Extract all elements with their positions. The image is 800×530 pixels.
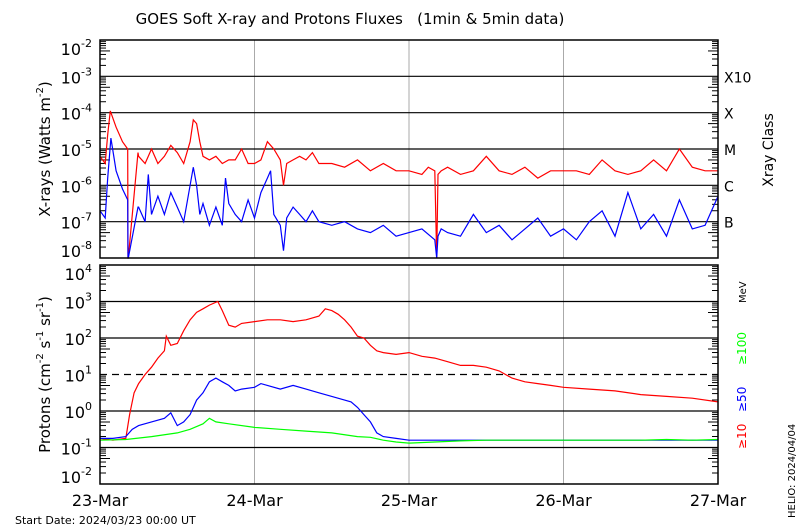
xray-class-label: X xyxy=(724,107,734,123)
y-tick-label: 10-5 xyxy=(61,138,92,160)
series-line-10 xyxy=(99,300,719,441)
series-line-100 xyxy=(99,417,719,444)
legend-unit: MeV xyxy=(738,281,749,303)
y-tick-label: 102 xyxy=(65,327,92,349)
x-tick-label: 23-Mar xyxy=(72,491,129,510)
proton-panel: 104 103 102 101 100 10-1 10-2 Protons (cm-2 s-1… xyxy=(35,262,749,510)
y-tick-label: 10-2 xyxy=(61,37,92,59)
y-tick-label: 101 xyxy=(65,364,92,386)
y-axis-label: X-rays (Watts m-2) xyxy=(35,81,54,216)
start-date: Start Date: 2024/03/23 00:00 UT xyxy=(15,514,196,527)
xray-class-label: M xyxy=(724,143,736,159)
xray-panel: 10-2 10-3 10-4 10-5 10-6 10-7 10-8 X-rays (Watt… xyxy=(35,37,777,261)
xray-class-label: B xyxy=(724,216,734,232)
legend-entry: ≥50 xyxy=(735,387,749,412)
series-line-shortblue xyxy=(99,138,719,259)
y-tick-label: 10-3 xyxy=(61,65,92,87)
y-tick-label: 103 xyxy=(65,291,92,313)
x-tick-label: 25-Mar xyxy=(381,491,438,510)
y-tick-label: 100 xyxy=(65,400,92,422)
y-tick-label: 10-4 xyxy=(61,102,92,124)
y-tick-label: 104 xyxy=(65,262,92,284)
y-tick-label: 10-6 xyxy=(61,174,92,196)
xray-class-label: X10 xyxy=(724,70,751,86)
plot-frame xyxy=(99,264,719,485)
plot-frame xyxy=(99,39,719,259)
x-tick-label: 24-Mar xyxy=(226,491,283,510)
series-line-longred xyxy=(99,110,718,259)
xray-class-axis-label: Xray Class xyxy=(761,113,777,187)
xray-class-label: C xyxy=(724,179,734,195)
y-tick-label: 10-2 xyxy=(61,465,92,487)
chart-title: GOES Soft X-ray and Protons Fluxes (1min… xyxy=(136,10,565,28)
y-tick-label: 10-1 xyxy=(61,437,92,459)
y-axis-label: Protons (cm-2 s-1 sr-1) xyxy=(35,296,54,453)
legend-entry: ≥100 xyxy=(735,332,749,365)
y-tick-label: 10-7 xyxy=(61,211,92,233)
x-tick-label: 26-Mar xyxy=(535,491,592,510)
x-tick-label: 27-Mar xyxy=(690,491,747,510)
y-tick-label: 10-8 xyxy=(61,239,92,261)
legend-entry: ≥10 xyxy=(735,424,749,449)
credit-date: HELIO: 2024/04/04 xyxy=(787,424,798,518)
